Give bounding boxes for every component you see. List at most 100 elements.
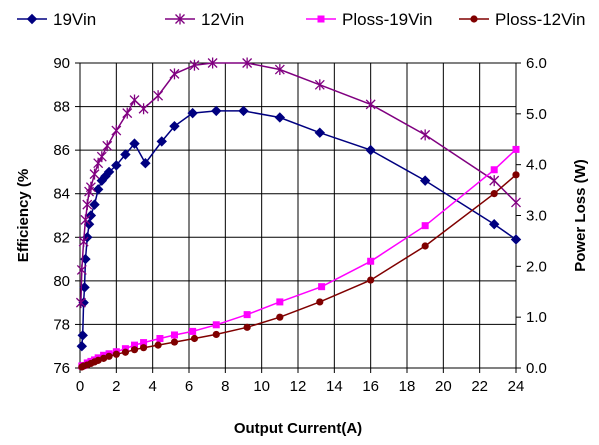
data-point bbox=[238, 105, 249, 117]
legend-item: 19Vin bbox=[17, 10, 96, 29]
series-layer bbox=[75, 57, 522, 371]
data-point bbox=[274, 112, 286, 123]
y-left-axis-title: Efficiency (% bbox=[15, 169, 32, 262]
x-tick-label: 12 bbox=[290, 378, 307, 395]
data-point bbox=[153, 90, 164, 102]
data-point bbox=[89, 168, 100, 180]
data-point bbox=[156, 136, 167, 147]
data-point bbox=[130, 346, 139, 354]
data-point bbox=[111, 125, 122, 137]
y-right-tick-label: 3.0 bbox=[526, 208, 547, 225]
y-right-tick-label: 2.0 bbox=[526, 258, 547, 275]
data-point bbox=[489, 175, 500, 187]
data-point bbox=[121, 348, 130, 356]
legend-label: Ploss-12Vin bbox=[495, 10, 585, 29]
data-point bbox=[276, 298, 284, 306]
data-point bbox=[140, 339, 148, 347]
data-point bbox=[140, 158, 151, 169]
data-point bbox=[77, 330, 88, 341]
legend-item: Ploss-19Vin bbox=[306, 10, 432, 29]
data-point bbox=[512, 171, 520, 179]
data-point bbox=[92, 184, 104, 195]
x-axis-title: Output Current(A) bbox=[234, 420, 362, 437]
series-19vin bbox=[76, 105, 522, 352]
data-point bbox=[189, 59, 200, 71]
data-point bbox=[76, 264, 87, 276]
legend-label: 19Vin bbox=[53, 10, 96, 29]
data-point bbox=[80, 214, 91, 226]
legend-label: Ploss-19Vin bbox=[342, 10, 432, 29]
data-point bbox=[105, 352, 113, 360]
x-tick-label: 18 bbox=[399, 378, 416, 395]
data-point bbox=[85, 181, 96, 193]
data-point bbox=[421, 242, 429, 250]
data-point bbox=[314, 127, 326, 138]
data-point bbox=[488, 219, 500, 230]
data-point bbox=[243, 311, 251, 319]
data-point bbox=[76, 341, 88, 352]
data-point bbox=[511, 196, 521, 208]
y-right-axis-ticks: 0.0 1.0 2.0 3.0 4.0 5.0 6.0 bbox=[516, 55, 547, 377]
x-tick-label: 6 bbox=[185, 378, 193, 395]
x-axis-ticks: 0 2 4 6 8 10 12 14 16 18 20 22 24 bbox=[76, 368, 524, 395]
data-point bbox=[103, 166, 115, 178]
series-12vin bbox=[75, 57, 521, 309]
data-point bbox=[421, 222, 429, 230]
legend-marker bbox=[317, 15, 325, 23]
data-point bbox=[169, 68, 180, 80]
data-point bbox=[138, 103, 149, 115]
data-point bbox=[102, 140, 113, 152]
data-point bbox=[274, 64, 285, 76]
x-tick-label: 22 bbox=[471, 378, 488, 395]
data-point bbox=[211, 105, 222, 117]
y-right-tick-label: 4.0 bbox=[526, 157, 547, 174]
data-point bbox=[85, 210, 97, 221]
data-point bbox=[82, 199, 93, 211]
x-tick-label: 14 bbox=[326, 378, 343, 395]
data-point bbox=[212, 321, 220, 329]
data-point bbox=[112, 350, 120, 358]
y-right-axis-title: Power Loss (W) bbox=[572, 159, 589, 272]
data-point bbox=[120, 149, 131, 160]
legend-marker bbox=[470, 15, 478, 23]
data-point bbox=[242, 57, 253, 69]
data-point bbox=[365, 144, 376, 156]
data-point bbox=[131, 341, 138, 349]
data-point bbox=[316, 298, 324, 306]
data-point bbox=[78, 236, 89, 248]
y-left-tick-label: 82 bbox=[53, 229, 70, 246]
data-point bbox=[111, 160, 122, 171]
series-ploss-12vin bbox=[78, 171, 520, 371]
data-point bbox=[510, 234, 522, 245]
y-left-tick-label: 80 bbox=[53, 273, 70, 290]
data-point bbox=[318, 283, 326, 291]
x-tick-label: 2 bbox=[112, 378, 120, 395]
x-tick-label: 8 bbox=[221, 378, 229, 395]
data-point bbox=[122, 107, 133, 119]
data-point bbox=[243, 323, 251, 331]
y-left-tick-label: 88 bbox=[53, 99, 70, 116]
x-tick-label: 10 bbox=[253, 378, 270, 395]
data-point bbox=[100, 354, 108, 362]
data-point bbox=[187, 107, 198, 119]
series-line bbox=[81, 148, 517, 367]
data-point bbox=[129, 94, 140, 106]
y-right-tick-label: 5.0 bbox=[526, 106, 547, 123]
y-right-tick-label: 1.0 bbox=[526, 309, 547, 326]
data-point bbox=[170, 338, 179, 346]
legend-item: 12Vin bbox=[165, 10, 244, 29]
data-point bbox=[190, 334, 199, 343]
data-point bbox=[276, 313, 284, 321]
x-tick-label: 0 bbox=[76, 378, 84, 395]
data-point bbox=[490, 190, 498, 198]
data-point bbox=[156, 335, 164, 343]
y-left-tick-label: 76 bbox=[53, 360, 70, 377]
series-line bbox=[81, 110, 517, 347]
data-point bbox=[189, 327, 197, 335]
data-point bbox=[365, 98, 376, 110]
data-point bbox=[169, 120, 180, 132]
y-left-tick-label: 86 bbox=[53, 142, 70, 159]
legend: 19Vin 12Vin Ploss-19Vin Ploss-12Vin bbox=[17, 10, 585, 29]
y-right-tick-label: 6.0 bbox=[526, 55, 547, 72]
